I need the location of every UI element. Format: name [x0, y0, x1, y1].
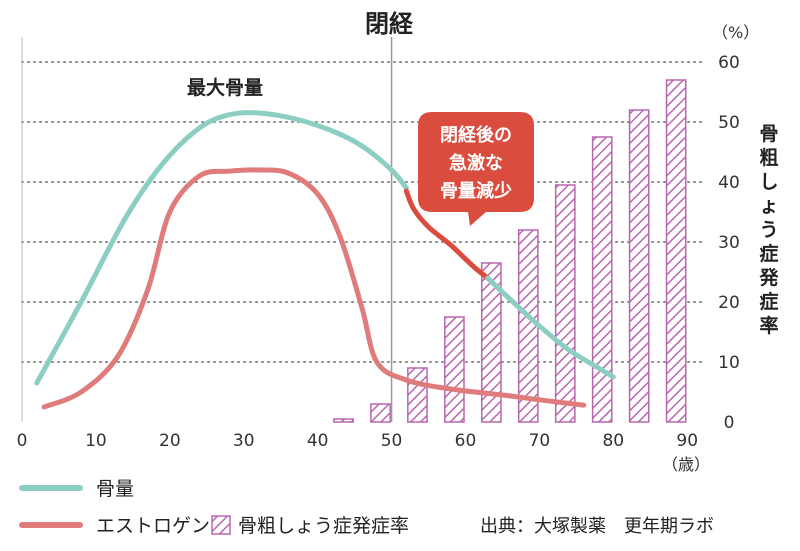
y-tick-label: 30	[718, 233, 740, 253]
x-tick-label: 0	[17, 431, 28, 451]
x-tick-label: 60	[455, 431, 477, 451]
bar-osteoporosis	[665, 79, 687, 423]
series-lines	[34, 110, 616, 410]
y-tick-label: 20	[718, 293, 740, 313]
legend-label-estrogen: エストロゲン	[96, 515, 210, 537]
bar-osteoporosis	[628, 109, 650, 423]
legend-label-osteoporosis: 骨粗しょう症発症率	[238, 515, 409, 537]
x-tick-label: 10	[85, 431, 107, 451]
x-tick-label: 80	[602, 431, 624, 451]
bubble: 閉経後の 急激な 骨量減少	[418, 112, 534, 226]
y-axis-label-char: し	[759, 171, 778, 193]
bar-osteoporosis	[591, 136, 613, 423]
y-axis-label: 骨粗しょう症発症率	[758, 123, 779, 337]
x-axis-unit: （歳）	[662, 455, 710, 474]
y-axis-label-char: 骨	[759, 123, 778, 145]
y-axis-label-char: 粗	[759, 146, 778, 169]
line-estrogen	[41, 167, 587, 410]
x-tick-label: 30	[233, 431, 255, 451]
bar-osteoporosis	[370, 403, 391, 423]
y-tick-label: 10	[718, 353, 740, 373]
grid	[21, 37, 703, 422]
chart-title: 閉経	[365, 10, 414, 38]
bar-osteoporosis	[480, 262, 502, 423]
legend: 骨量 エストロゲン 骨粗しょう症発症率 出典：大塚製薬 更年期ラボ	[19, 478, 714, 537]
y-axis-label-char: ょ	[759, 195, 778, 217]
bars	[333, 79, 687, 423]
bar-osteoporosis	[554, 184, 576, 423]
y-tick-label: 0	[724, 413, 735, 433]
y-tick-label: 40	[718, 173, 740, 193]
y-tick-label: 60	[718, 53, 740, 73]
line-bone-loss	[403, 188, 491, 281]
line-bone-mass	[34, 110, 409, 386]
bubble-shape	[418, 112, 534, 226]
bubble-line-2: 急激な	[449, 152, 503, 174]
x-tick-label: 90	[676, 431, 698, 451]
y-axis-unit: （%）	[712, 23, 759, 42]
y-axis-label-char: 発	[758, 266, 779, 289]
bubble-line-3: 骨量減少	[440, 180, 512, 202]
x-tick-label: 70	[529, 431, 551, 451]
y-axis-label-char: う	[759, 219, 778, 241]
x-tick-label: 20	[159, 431, 181, 451]
axes: 0 10 20 30 40 50 60 70 80 90 0 10 20 30 40 50 60	[17, 53, 740, 451]
line-bone-mass-late	[485, 275, 616, 380]
y-axis-label-char: 症	[759, 290, 778, 313]
bar-osteoporosis	[407, 367, 428, 423]
legend-swatch-osteoporosis	[211, 515, 231, 535]
x-tick-label: 40	[307, 431, 329, 451]
legend-label-bone: 骨量	[96, 478, 134, 500]
y-axis-label-char: 率	[759, 314, 778, 337]
source-text: 出典：大塚製薬 更年期ラボ	[480, 516, 714, 537]
y-tick-label: 50	[718, 113, 740, 133]
y-axis-label-char: 症	[759, 242, 778, 265]
bar-osteoporosis	[517, 229, 539, 423]
peak-label: 最大骨量	[187, 76, 263, 99]
bubble-line-1: 閉経後の	[440, 124, 512, 146]
x-tick-label: 50	[381, 431, 403, 451]
bar-osteoporosis	[333, 418, 354, 423]
bar-osteoporosis	[444, 316, 465, 423]
